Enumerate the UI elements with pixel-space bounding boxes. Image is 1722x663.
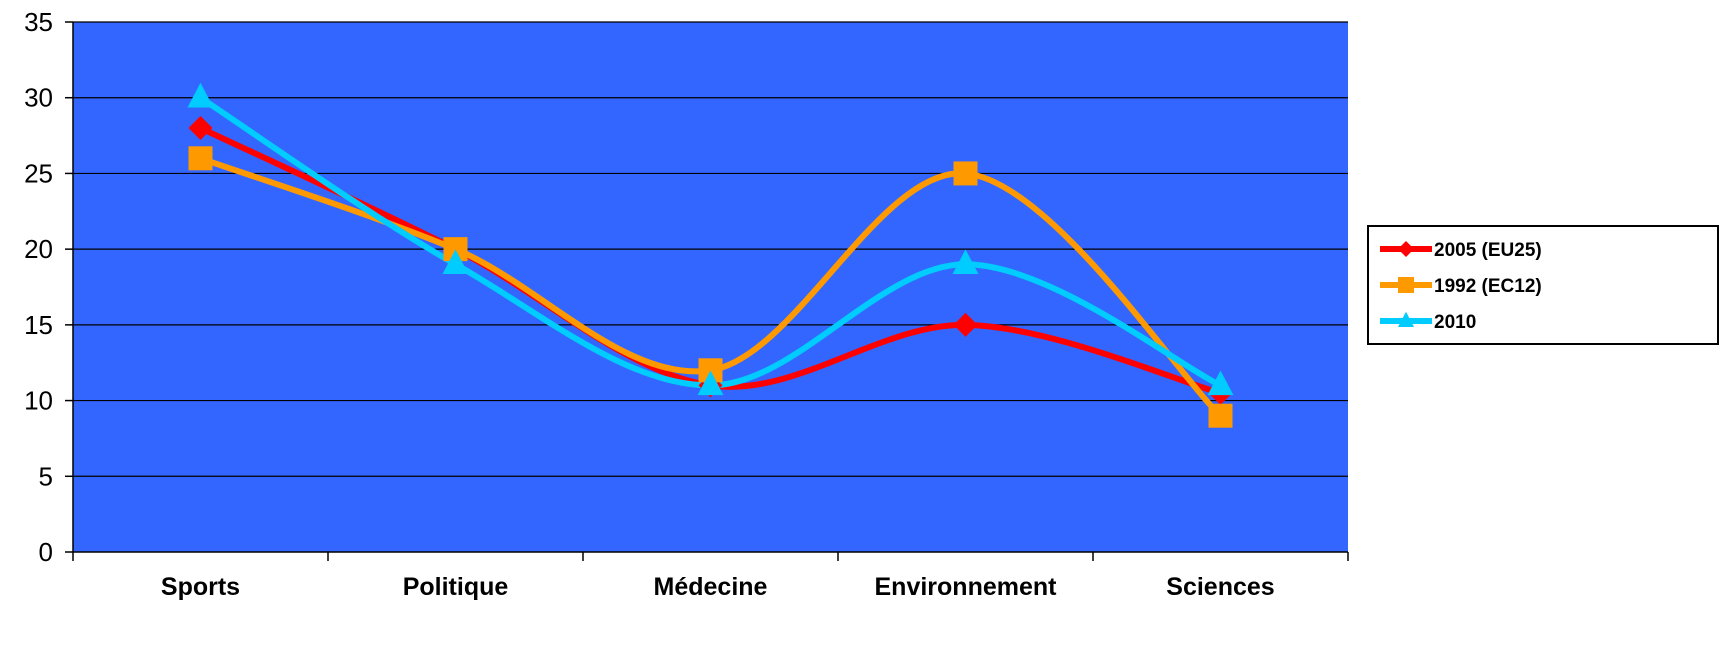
point-2005-eu25-sports <box>188 116 213 140</box>
legend: 2005 (EU25) 1992 (EC12) 2010 <box>1367 225 1719 345</box>
x-tick-label-medecine: Médecine <box>654 573 768 601</box>
legend-marker-2005-eu25 <box>1398 241 1414 257</box>
x-tick-label-sports: Sports <box>161 573 240 601</box>
point-2010-environnement <box>952 249 979 275</box>
legend-label-2010: 2010 <box>1434 312 1476 333</box>
axes: 0 5 10 15 20 25 30 35 Sports Politique Médecine Env… <box>24 7 1349 601</box>
y-tick-label-30: 30 <box>24 83 53 113</box>
point-2010-politique <box>442 249 469 275</box>
x-tick-label-sciences: Sciences <box>1166 573 1274 601</box>
y-tick-label-5: 5 <box>39 461 53 491</box>
y-tick-label-0: 0 <box>39 537 53 567</box>
legend-marker-1992-ec12 <box>1398 277 1414 293</box>
legend-marker-2010 <box>1398 311 1414 327</box>
plot-area <box>73 22 1348 552</box>
point-2005-eu25-environnement <box>953 312 978 337</box>
y-tick-label-35: 35 <box>24 7 53 37</box>
x-tick-label-politique: Politique <box>403 573 509 601</box>
x-tick-label-environnement: Environnement <box>875 573 1058 601</box>
y-tick-label-20: 20 <box>24 234 53 264</box>
point-1992-ec12-sports <box>188 146 213 171</box>
series-markers <box>187 82 1234 428</box>
legend-label-2005-eu25: 2005 (EU25) <box>1434 240 1542 261</box>
legend-label-1992-ec12: 1992 (EC12) <box>1434 276 1542 297</box>
point-2010-sciences <box>1207 370 1234 396</box>
point-1992-ec12-environnement <box>953 161 978 186</box>
gridlines <box>73 21 1348 477</box>
point-2010-medecine <box>697 370 724 396</box>
y-tick-label-10: 10 <box>24 386 53 416</box>
point-2010-sports <box>187 82 214 108</box>
y-tick-label-25: 25 <box>24 158 53 188</box>
point-1992-ec12-sciences <box>1208 403 1233 428</box>
y-tick-label-15: 15 <box>24 310 53 340</box>
